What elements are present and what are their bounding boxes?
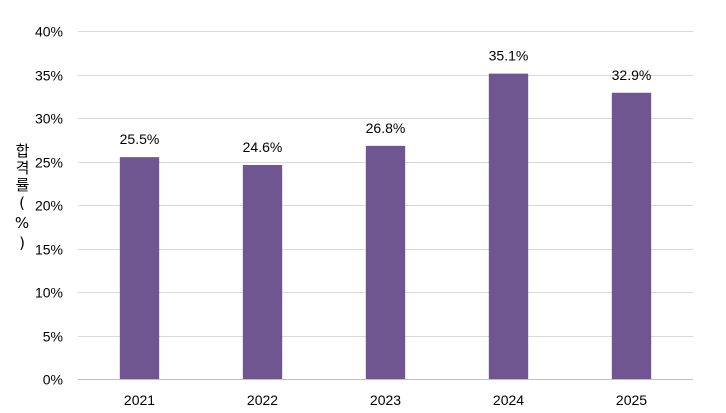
x-tick-label: 2023 [370, 392, 401, 408]
data-label-2023: 26.8% [366, 120, 406, 136]
y-tick-label: 15% [35, 242, 63, 258]
x-tick-label: 2024 [493, 392, 524, 408]
y-tick-label: 35% [35, 68, 63, 84]
bar-2024 [488, 73, 529, 379]
y-tick-label: 25% [35, 155, 63, 171]
x-axis-ticks: 2021 2022 2023 2024 2025 [124, 392, 647, 408]
data-label-2021: 25.5% [120, 131, 160, 147]
data-label-2022: 24.6% [243, 139, 283, 155]
data-labels: 25.5% 24.6% 26.8% 35.1% 32.9% [120, 48, 652, 155]
bar-2025 [611, 92, 652, 380]
bar-2021 [119, 157, 160, 379]
bars [119, 73, 652, 380]
y-tick-label: 40% [35, 24, 63, 40]
y-tick-label: 20% [35, 198, 63, 214]
y-tick-label: 5% [43, 329, 63, 345]
y-axis-title: 합격률(%) [13, 143, 31, 254]
y-tick-label: 30% [35, 111, 63, 127]
x-tick-label: 2022 [247, 392, 278, 408]
data-label-2024: 35.1% [489, 48, 529, 64]
y-tick-label: 10% [35, 285, 63, 301]
x-tick-label: 2025 [616, 392, 647, 408]
y-tick-label: 0% [43, 372, 63, 388]
bar-2022 [242, 164, 283, 379]
bar-2023 [365, 145, 406, 379]
data-label-2025: 32.9% [612, 67, 652, 83]
y-axis-ticks: 0% 5% 10% 15% 20% 25% 30% 35% 40% [35, 24, 63, 388]
x-tick-label: 2021 [124, 392, 155, 408]
